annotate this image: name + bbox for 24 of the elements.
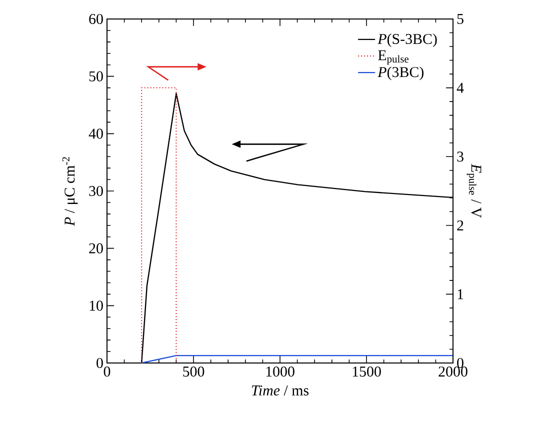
y-tick-label: 30 <box>89 186 103 196</box>
y-tick-label: 50 <box>89 71 103 82</box>
legend-label: P(3BC) <box>378 66 424 80</box>
y2-tick-label: 3 <box>457 152 464 162</box>
y-tick-label: 60 <box>89 14 103 24</box>
legend-label: E$_{pulse}$ <box>378 50 409 65</box>
y2-tick-label: 0 <box>457 358 464 368</box>
legend-label: P(S-3BC) <box>378 34 437 48</box>
y-tick-label: 10 <box>90 300 103 311</box>
x-tick-label: 2000 <box>438 366 468 377</box>
y2-tick-label: 2 <box>457 220 464 230</box>
y2-tick-label: 5 <box>457 14 464 24</box>
y-axis-title: P / μC cm$^{-2}$ <box>62 157 78 226</box>
y-tick-label: 20 <box>89 243 103 254</box>
y2-tick-label: 4 <box>456 82 464 93</box>
y-tick-label: 0 <box>96 358 103 368</box>
y-tick-label: 40 <box>88 128 103 139</box>
y2-axis-title: E$_{pulse}$ / V <box>466 164 482 218</box>
x-tick-label: 1500 <box>352 366 381 377</box>
x-tick-label: 1000 <box>266 366 294 377</box>
x-tick-label: 0 <box>104 366 110 377</box>
y2-tick-label: 1 <box>458 289 464 300</box>
x-axis-title: Time / ms <box>252 385 309 396</box>
x-tick-label: 500 <box>183 366 204 377</box>
